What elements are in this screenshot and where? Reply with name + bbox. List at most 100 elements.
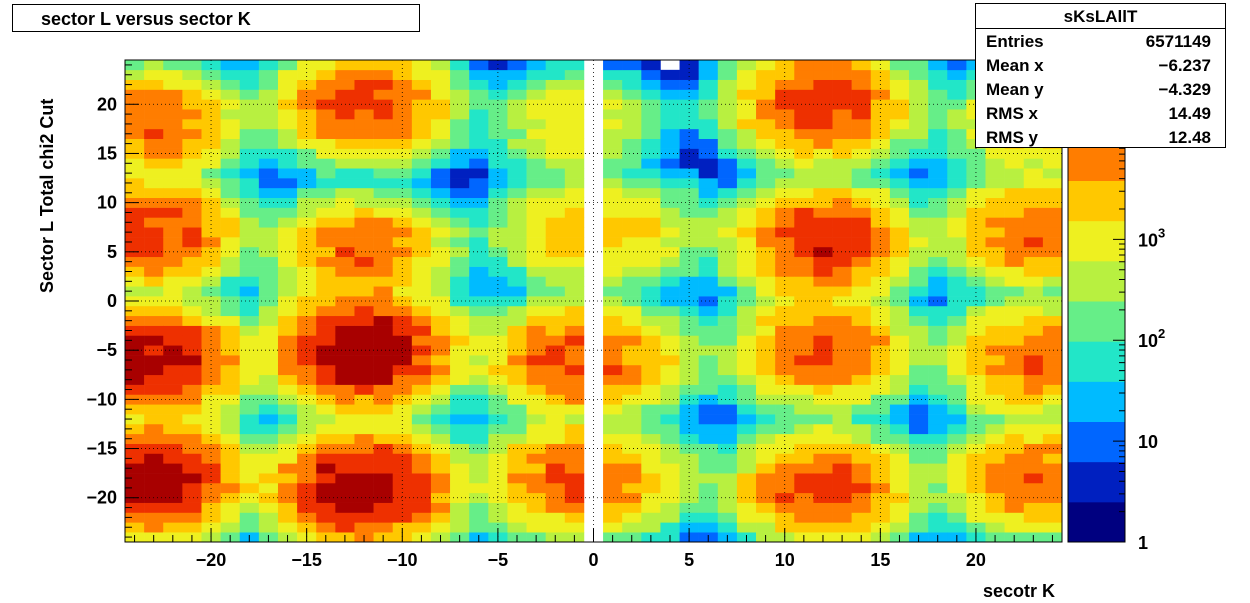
heatmap-cell [545, 345, 566, 356]
heatmap-cell [220, 217, 241, 228]
heatmap-cell [201, 433, 221, 444]
heatmap-cell [182, 109, 202, 120]
heatmap-cell [125, 414, 145, 425]
heatmap-cell [469, 89, 489, 100]
stat-row-mean-x: Mean x −6.237 [986, 56, 1211, 80]
heatmap-cell [125, 237, 145, 248]
heatmap-cell [775, 364, 795, 376]
heatmap-cell [660, 276, 680, 287]
heatmap-cell [832, 512, 852, 523]
heatmap-cell [641, 374, 661, 385]
heatmap-cell [641, 404, 661, 415]
heatmap-cell [870, 148, 891, 159]
heatmap-cell [182, 473, 202, 484]
heatmap-cell [545, 158, 566, 169]
heatmap-cell [851, 374, 872, 385]
heatmap-cell [354, 207, 374, 218]
heatmap-cell [813, 187, 833, 199]
heatmap-cell [411, 522, 432, 533]
heatmap-cell [794, 187, 814, 199]
heatmap-cell [870, 246, 891, 258]
heatmap-cell [144, 463, 164, 474]
heatmap-cell [507, 463, 527, 474]
heatmap-cell [564, 404, 585, 415]
heatmap-cell [928, 502, 948, 513]
heatmap-cell [698, 178, 719, 189]
heatmap-cell [507, 512, 527, 523]
heatmap-cell [182, 119, 202, 130]
heatmap-cell [966, 512, 986, 523]
heatmap-cell [545, 296, 566, 307]
heatmap-cell [603, 374, 623, 385]
heatmap-cell [354, 276, 374, 287]
heatmap-cell [354, 473, 374, 484]
heatmap-cell [526, 119, 546, 130]
heatmap-cell [144, 79, 164, 90]
heatmap-cell [392, 128, 413, 139]
heatmap-cell [201, 404, 221, 415]
heatmap-cell [679, 502, 699, 513]
heatmap-cell [335, 217, 355, 228]
heatmap-cell [469, 296, 489, 307]
heatmap-cell [775, 502, 795, 513]
heatmap-cell [526, 237, 546, 248]
heatmap-cell [258, 443, 279, 454]
heatmap-cell [277, 168, 298, 179]
heatmap-cell [985, 148, 1005, 159]
heatmap-cell [469, 286, 489, 297]
heatmap-cell [201, 69, 221, 80]
heatmap-cell [1023, 315, 1044, 326]
heatmap-cell [220, 512, 241, 523]
heatmap-cell [182, 89, 202, 100]
heatmap-cell [125, 168, 145, 179]
heatmap-cell [316, 60, 336, 71]
heatmap-cell [1023, 522, 1044, 533]
heatmap-cell [832, 187, 852, 199]
heatmap-cell [316, 502, 336, 513]
heatmap-cell [717, 99, 738, 110]
heatmap-cell [775, 109, 795, 120]
heatmap-cell [1004, 414, 1025, 425]
heatmap-cell [832, 217, 852, 228]
heatmap-cell [411, 374, 432, 385]
heatmap-cell [258, 109, 279, 120]
heatmap-cell [220, 138, 241, 149]
heatmap-cell [297, 286, 317, 297]
heatmap-cell [373, 335, 394, 346]
heatmap-cell [392, 286, 413, 297]
heatmap-cell [1023, 158, 1044, 169]
heatmap-cell [469, 374, 489, 385]
heatmap-cell [488, 453, 508, 464]
heatmap-cell [220, 128, 241, 139]
heatmap-cell [832, 453, 852, 464]
heatmap-cell [258, 99, 279, 110]
heatmap-cell [1004, 443, 1025, 454]
heatmap-cell [239, 286, 260, 297]
heatmap-cell [985, 276, 1005, 287]
heatmap-cell [603, 502, 623, 513]
heatmap-cell [756, 138, 776, 149]
heatmap-cell [622, 414, 642, 425]
heatmap-cell [679, 384, 699, 395]
heatmap-cell [258, 423, 279, 435]
heatmap-cell [832, 227, 852, 238]
heatmap-cell [469, 138, 489, 149]
heatmap-cell [947, 305, 967, 317]
heatmap-cell [430, 384, 451, 395]
heatmap-cell [985, 414, 1005, 425]
heatmap-cell [756, 178, 776, 189]
heatmap-cell [316, 256, 336, 267]
heatmap-cell [870, 345, 891, 356]
heatmap-cell [354, 197, 374, 208]
heatmap-cell [698, 335, 719, 346]
heatmap-cell [909, 178, 929, 189]
heatmap-cell [526, 217, 546, 228]
heatmap-cell [258, 266, 279, 277]
heatmap-cell [373, 325, 394, 336]
heatmap-cell [411, 305, 432, 317]
heatmap-cell [297, 217, 317, 228]
heatmap-cell [717, 168, 738, 179]
heatmap-cell [564, 109, 585, 120]
heatmap-cell [1004, 266, 1025, 277]
heatmap-cell [622, 453, 642, 464]
